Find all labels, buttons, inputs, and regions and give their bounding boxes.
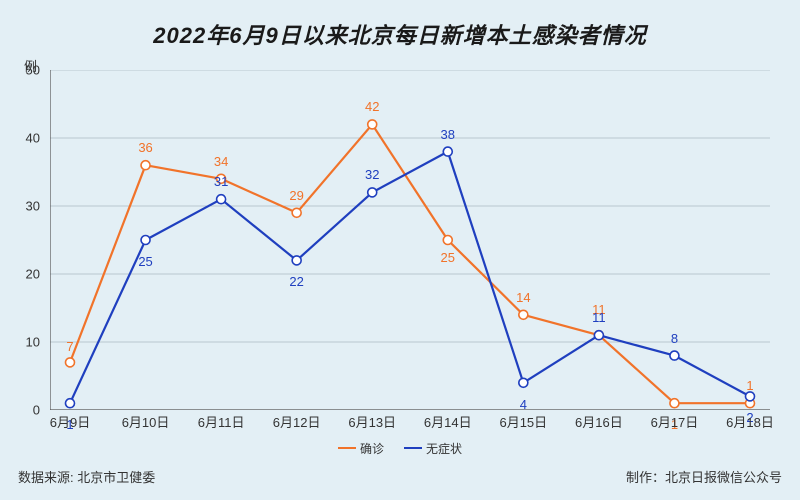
- data-point-label: 34: [214, 154, 228, 169]
- data-point-label: 25: [441, 250, 455, 265]
- data-source-label: 数据来源: 北京市卫健委: [18, 467, 155, 486]
- x-tick-label: 6月17日: [651, 412, 699, 431]
- y-tick-label: 40: [26, 131, 40, 146]
- x-tick-label: 6月12日: [273, 412, 321, 431]
- chart-plot-area: 736342942251411111253122323841182: [50, 70, 770, 410]
- data-point-label: 4: [520, 397, 527, 412]
- chart-legend: 确诊 无症状: [0, 438, 800, 457]
- legend-item: 确诊: [338, 440, 384, 457]
- y-tick-label: 20: [26, 267, 40, 282]
- data-point-label: 29: [289, 188, 303, 203]
- data-point-label: 32: [365, 167, 379, 182]
- data-point-label: 11: [592, 310, 606, 325]
- data-point-label: 25: [138, 254, 152, 269]
- y-tick-label: 30: [26, 199, 40, 214]
- x-tick-label: 6月13日: [348, 412, 396, 431]
- legend-label: 确诊: [360, 440, 384, 457]
- legend-swatch: [404, 447, 422, 449]
- y-axis-ticks: 01020304050: [0, 70, 46, 410]
- y-tick-label: 0: [33, 403, 40, 418]
- x-tick-label: 6月14日: [424, 412, 472, 431]
- data-point-label: 38: [441, 127, 455, 142]
- chart-title: 2022年6月9日以来北京每日新增本土感染者情况: [0, 0, 800, 50]
- legend-label: 无症状: [426, 440, 462, 457]
- x-tick-label: 6月16日: [575, 412, 623, 431]
- legend-swatch: [338, 447, 356, 449]
- x-tick-label: 6月10日: [122, 412, 170, 431]
- legend-item: 无症状: [404, 440, 462, 457]
- data-point-label: 7: [66, 339, 73, 354]
- y-tick-label: 50: [26, 63, 40, 78]
- x-tick-label: 6月11日: [198, 412, 245, 431]
- data-point-label: 8: [671, 331, 678, 346]
- data-point-label: 22: [289, 274, 303, 289]
- data-point-label: 36: [138, 140, 152, 155]
- x-tick-label: 6月9日: [50, 412, 90, 431]
- data-point-label: 1: [746, 378, 753, 393]
- x-tick-label: 6月18日: [726, 412, 774, 431]
- x-tick-label: 6月15日: [499, 412, 547, 431]
- credit-label: 制作：北京日报微信公众号: [626, 467, 782, 486]
- data-point-label: 31: [214, 174, 228, 189]
- data-point-label: 14: [516, 290, 530, 305]
- x-axis-ticks: 6月9日 6月10日 6月11日 6月12日 6月13日 6月14日 6月15日 6月16日 6…: [50, 412, 770, 432]
- data-point-label: 42: [365, 99, 379, 114]
- y-tick-label: 10: [26, 335, 40, 350]
